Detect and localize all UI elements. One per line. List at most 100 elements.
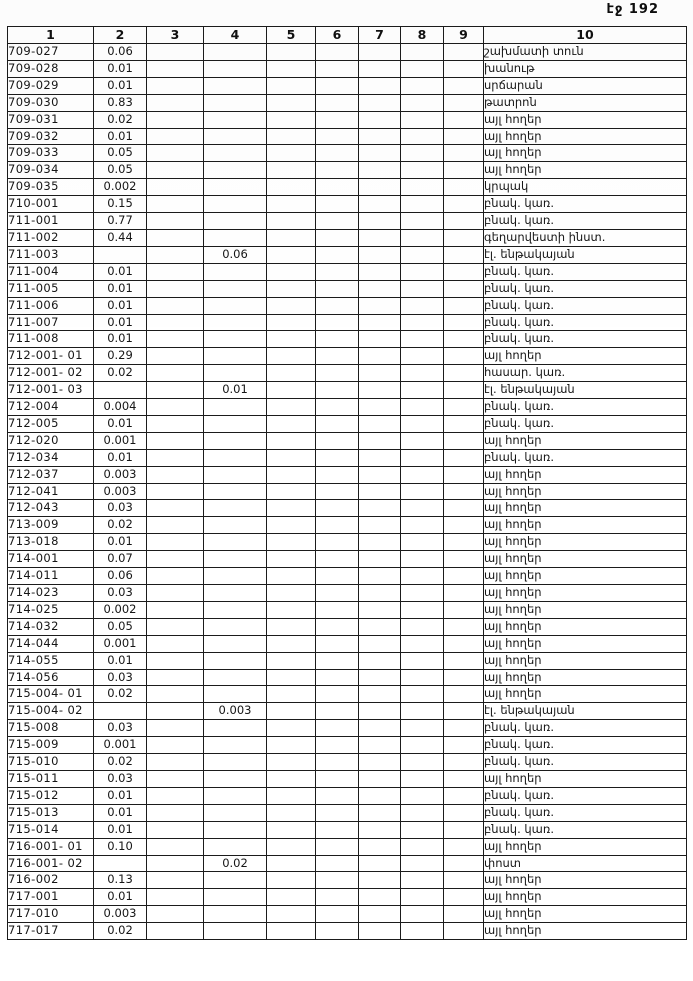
parcel-id-cell: 712-005	[7, 414, 94, 433]
empty-cell	[443, 499, 484, 518]
empty-cell	[443, 736, 484, 755]
empty-cell	[315, 59, 359, 78]
area-col4-cell	[203, 922, 267, 941]
empty-cell	[266, 905, 316, 924]
empty-cell	[266, 161, 316, 180]
table-row: 711-004 0.01 բնակ. կառ.	[7, 262, 687, 281]
empty-cell	[146, 820, 204, 839]
empty-cell	[400, 499, 444, 518]
area-col4-cell	[203, 584, 267, 602]
empty-cell	[315, 313, 359, 332]
empty-cell	[443, 786, 484, 805]
empty-cell	[266, 803, 316, 822]
parcel-id-cell: 712-034	[7, 448, 94, 467]
land-use-cell: բնակ. կառ.	[483, 279, 687, 298]
table-row: 709-033 0.05 այլ հողեր	[7, 144, 687, 163]
area-cell: 0.01	[93, 651, 147, 670]
area-col4-cell	[203, 533, 267, 552]
area-cell: 0.01	[93, 59, 147, 78]
area-cell: 0.01	[93, 313, 147, 332]
table-row: 715-004- 01 0.02 այլ հողեր	[7, 685, 687, 704]
empty-cell	[315, 398, 359, 416]
empty-cell	[266, 567, 316, 585]
empty-cell	[443, 550, 484, 569]
empty-cell	[266, 736, 316, 755]
area-col4-cell	[203, 178, 267, 197]
empty-cell	[400, 279, 444, 298]
parcel-id-cell: 709-035	[7, 178, 94, 197]
empty-cell	[315, 837, 359, 856]
empty-cell	[443, 381, 484, 400]
table-row: 712-043 0.03 այլ հողեր	[7, 499, 687, 518]
land-use-cell: բնակ. կառ.	[483, 212, 687, 230]
empty-cell	[358, 854, 401, 873]
empty-cell	[266, 668, 316, 687]
empty-cell	[315, 719, 359, 738]
parcel-id-cell: 715-012	[7, 786, 94, 805]
land-use-cell: բնակ. կառ.	[483, 313, 687, 332]
empty-cell	[266, 854, 316, 873]
empty-cell	[400, 381, 444, 400]
area-col4-cell	[203, 93, 267, 112]
land-use-cell: այլ հողեր	[483, 600, 687, 619]
empty-cell	[443, 76, 484, 95]
empty-cell	[443, 651, 484, 670]
empty-cell	[315, 296, 359, 315]
area-col4-cell	[203, 127, 267, 146]
empty-cell	[400, 414, 444, 433]
empty-cell	[266, 245, 316, 264]
empty-cell	[358, 600, 401, 619]
area-cell: 0.15	[93, 195, 147, 214]
empty-cell	[400, 212, 444, 230]
empty-cell	[443, 245, 484, 264]
empty-cell	[443, 195, 484, 214]
empty-cell	[443, 634, 484, 653]
land-use-cell: այլ հողեր	[483, 499, 687, 518]
empty-cell	[443, 364, 484, 383]
land-use-cell: այլ հողեր	[483, 584, 687, 602]
table-row: 711-003 0.06 էլ. ենթակայան	[7, 245, 687, 264]
empty-cell	[400, 178, 444, 197]
empty-cell	[443, 719, 484, 738]
empty-cell	[146, 600, 204, 619]
empty-cell	[315, 279, 359, 298]
table-row: 714-056 0.03 այլ հողեր	[7, 668, 687, 687]
table-row: 712-034 0.01 բնակ. կառ.	[7, 448, 687, 467]
area-col4-cell	[203, 279, 267, 298]
empty-cell	[400, 228, 444, 247]
empty-cell	[443, 854, 484, 873]
land-use-cell: բնակ. կառ.	[483, 398, 687, 416]
table-row: 714-032 0.05 այլ հողեր	[7, 617, 687, 636]
empty-cell	[315, 685, 359, 704]
empty-cell	[315, 161, 359, 180]
area-col4-cell: 0.01	[203, 381, 267, 400]
area-cell	[93, 381, 147, 400]
table-body: 709-027 0.06 շախմատի տուն 709-028 0.01 խանութ…	[7, 43, 687, 941]
table-row: 712-037 0.003 այլ հողեր	[7, 465, 687, 484]
empty-cell	[315, 584, 359, 602]
area-col4-cell	[203, 634, 267, 653]
land-use-cell: այլ հողեր	[483, 837, 687, 856]
empty-cell	[146, 854, 204, 873]
empty-cell	[146, 398, 204, 416]
empty-cell	[146, 617, 204, 636]
column-header: 4	[203, 26, 267, 44]
table-row: 712-004 0.004 բնակ. կառ.	[7, 398, 687, 416]
area-cell: 0.03	[93, 668, 147, 687]
area-cell: 0.001	[93, 736, 147, 755]
empty-cell	[400, 702, 444, 721]
area-cell: 0.83	[93, 93, 147, 112]
table-row: 711-002 0.44 գեղարվեստի ինստ.	[7, 228, 687, 247]
land-use-cell: բնակ. կառ.	[483, 719, 687, 738]
land-register-table: 1 2 3 4 5 6 7 8 9 10 709-027 0.06 շախմատի տուն 709-0…	[7, 26, 687, 941]
area-col4-cell	[203, 550, 267, 569]
land-use-cell: այլ հողեր	[483, 905, 687, 924]
area-col4-cell	[203, 651, 267, 670]
empty-cell	[266, 178, 316, 197]
land-use-cell: այլ հողեր	[483, 685, 687, 704]
parcel-id-cell: 715-008	[7, 719, 94, 738]
parcel-id-cell: 717-017	[7, 922, 94, 941]
area-cell: 0.44	[93, 228, 147, 247]
empty-cell	[358, 651, 401, 670]
area-col4-cell	[203, 719, 267, 738]
